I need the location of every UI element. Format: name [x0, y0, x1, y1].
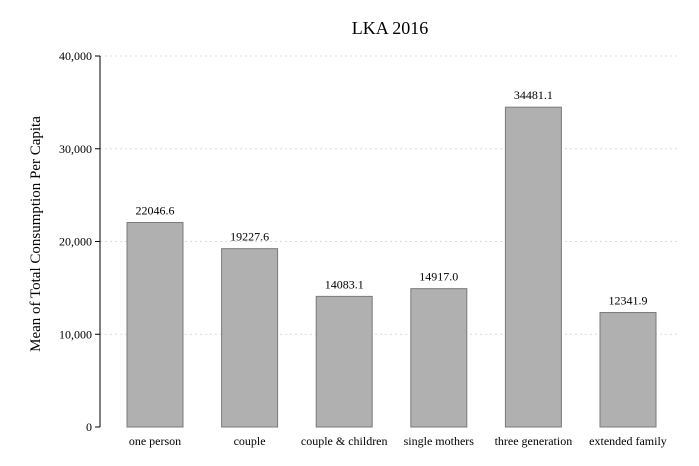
category-labels: one person couple couple & children single …: [129, 434, 667, 448]
category-label: couple & children: [301, 434, 388, 448]
data-label: 12341.9: [609, 294, 648, 308]
bar: [599, 312, 657, 428]
y-tick-label: 0: [86, 420, 92, 434]
y-tick-label: 30,000: [59, 142, 92, 156]
y-tick-label: 40,000: [59, 49, 92, 63]
bar: [410, 288, 468, 428]
data-label: 19227.6: [230, 230, 269, 244]
data-label: 14083.1: [325, 277, 364, 291]
bar: [504, 106, 562, 428]
category-label: three generation: [495, 434, 573, 448]
bars: [126, 106, 657, 428]
data-label: 22046.6: [136, 204, 175, 218]
data-label: 34481.1: [514, 88, 553, 102]
category-label: one person: [129, 434, 181, 448]
gridlines: [100, 55, 680, 335]
category-label: couple: [234, 434, 266, 448]
y-ticks: 0 10,000 20,000 30,000 40,000: [59, 49, 100, 434]
data-label: 14917.0: [419, 270, 458, 284]
y-tick-label: 20,000: [59, 235, 92, 249]
bar: [315, 295, 373, 428]
bar: [126, 222, 184, 428]
category-label: single mothers: [404, 434, 475, 448]
y-axis-label: Mean of Total Consumption Per Capita: [28, 116, 44, 352]
y-tick-label: 10,000: [59, 327, 92, 341]
category-label: extended family: [589, 434, 667, 448]
chart-title: LKA 2016: [352, 18, 429, 38]
bar: [221, 248, 279, 428]
data-labels: 22046.6 19227.6 14083.1 14917.0 34481.1 12341…: [136, 88, 648, 307]
